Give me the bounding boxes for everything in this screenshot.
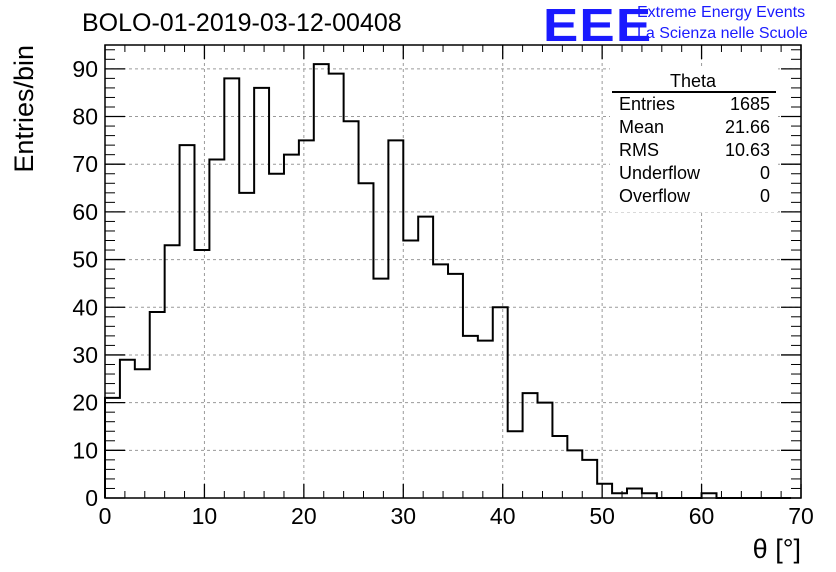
- x-tick-label: 0: [99, 503, 112, 529]
- y-tick-label: 30: [72, 342, 98, 368]
- histogram-step-line: [104, 63, 792, 499]
- y-tick-label: 20: [72, 390, 98, 416]
- stats-value-overflow: 0: [760, 186, 770, 206]
- stats-label-rms: RMS: [619, 140, 659, 160]
- y-tick-label: 0: [85, 485, 98, 511]
- y-tick-label: 10: [72, 437, 98, 463]
- x-axis-label: θ [°]: [753, 534, 801, 564]
- y-tick-label: 60: [72, 199, 98, 225]
- stats-title: Theta: [670, 71, 717, 91]
- stats-value-mean: 21.66: [725, 117, 770, 137]
- stats-box: Theta Entries 1685 Mean 21.66 RMS 10.63 …: [610, 68, 778, 212]
- x-tick-label: 60: [689, 503, 715, 529]
- x-tick-label: 30: [390, 503, 416, 529]
- grid-lines: [105, 45, 801, 498]
- x-tick-label: 50: [589, 503, 615, 529]
- tick-labels: 0 10 20 30 40 50 60 70 0 10 20 30 40 50 60 70 80 90: [72, 56, 813, 529]
- logo-subtitle-line1: Extreme Energy Events: [637, 4, 806, 21]
- stats-label-entries: Entries: [619, 94, 675, 114]
- eee-logo: EEE: [543, 0, 653, 51]
- y-tick-label: 50: [72, 247, 98, 273]
- x-tick-label: 40: [490, 503, 516, 529]
- stats-label-underflow: Underflow: [619, 163, 701, 183]
- x-tick-label: 20: [291, 503, 317, 529]
- y-tick-label: 80: [72, 104, 98, 130]
- x-tick-label: 70: [788, 503, 814, 529]
- run-title: BOLO-01-2019-03-12-00408: [82, 9, 402, 37]
- stats-value-entries: 1685: [730, 94, 770, 114]
- stats-value-rms: 10.63: [725, 140, 770, 160]
- stats-label-mean: Mean: [619, 117, 664, 137]
- stats-value-underflow: 0: [760, 163, 770, 183]
- y-tick-label: 90: [72, 56, 98, 82]
- x-tick-label: 10: [192, 503, 218, 529]
- axis-ticks: [104, 45, 802, 499]
- y-tick-label: 40: [72, 294, 98, 320]
- logo-subtitle-line2: La Scienza nelle Scuole: [637, 25, 808, 42]
- plot-frame: [104, 44, 802, 499]
- stats-label-overflow: Overflow: [619, 186, 691, 206]
- y-axis-label: Entries/bin: [9, 45, 39, 173]
- y-tick-label: 70: [72, 151, 98, 177]
